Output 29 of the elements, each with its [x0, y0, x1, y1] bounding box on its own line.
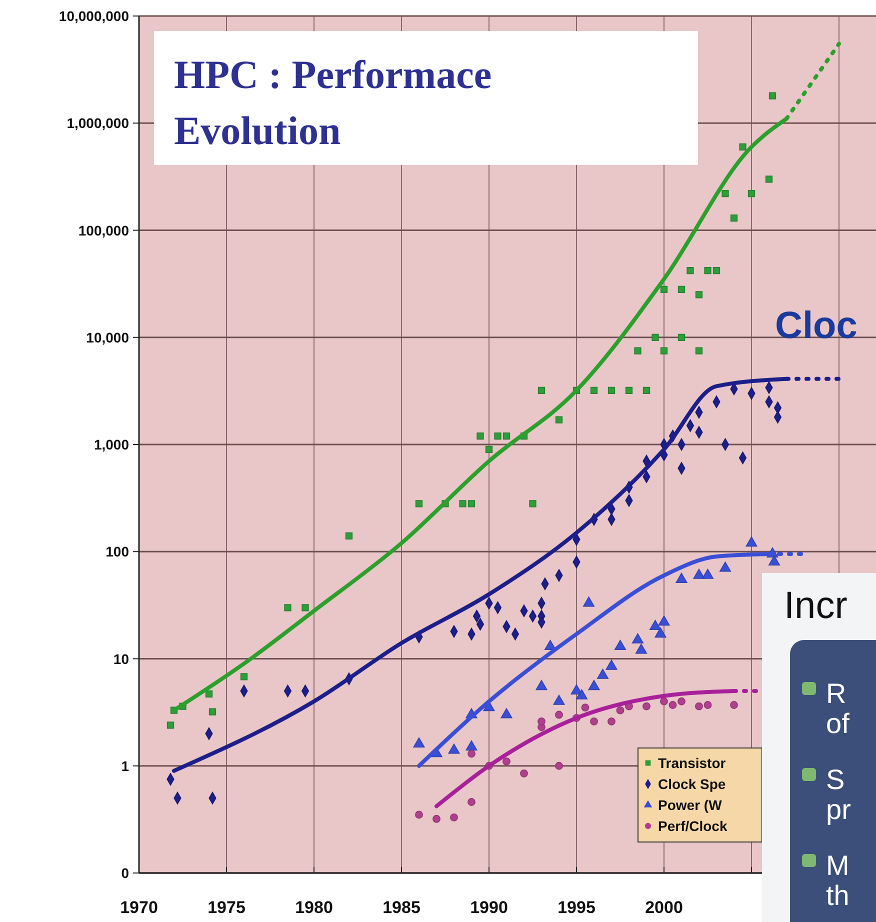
y-tick-label: 0 [121, 865, 130, 881]
y-tick-label: 1,000,000 [66, 115, 130, 132]
legend-label: Power (W [658, 797, 723, 813]
y-tick-label: 10,000,000 [58, 8, 130, 24]
annotation: pr [826, 794, 851, 825]
annotation: R [826, 678, 846, 709]
x-tick-label: 1970 [120, 898, 158, 917]
annotation: M [826, 850, 850, 881]
y-tick-label: 1,000 [94, 436, 130, 452]
y-tick-label: 10 [113, 650, 130, 667]
legend-label: Clock Spe [658, 776, 726, 792]
x-tick-label: 1990 [470, 898, 508, 917]
x-tick-label: 1975 [208, 898, 246, 917]
annotation: Incr [784, 585, 848, 627]
annotation: Cloc [775, 305, 858, 347]
y-tick-label: 1 [121, 758, 130, 774]
y-tick-label: 100 [106, 544, 130, 560]
x-tick-label: 1980 [295, 898, 333, 917]
annotation: S [826, 764, 845, 795]
x-tick-label: 1995 [558, 898, 596, 917]
legend-label: Perf/Clock [658, 818, 728, 834]
y-tick-label: 10,000 [86, 329, 130, 346]
text: th [826, 880, 850, 911]
y-tick-label: 100,000 [78, 222, 130, 238]
x-tick-label: 2000 [645, 898, 683, 917]
x-tick-label: 1985 [382, 898, 420, 917]
legend-label: Transistor [658, 755, 726, 771]
annotation: of [826, 708, 850, 739]
text: HPC : Performace Evolution [174, 52, 492, 153]
